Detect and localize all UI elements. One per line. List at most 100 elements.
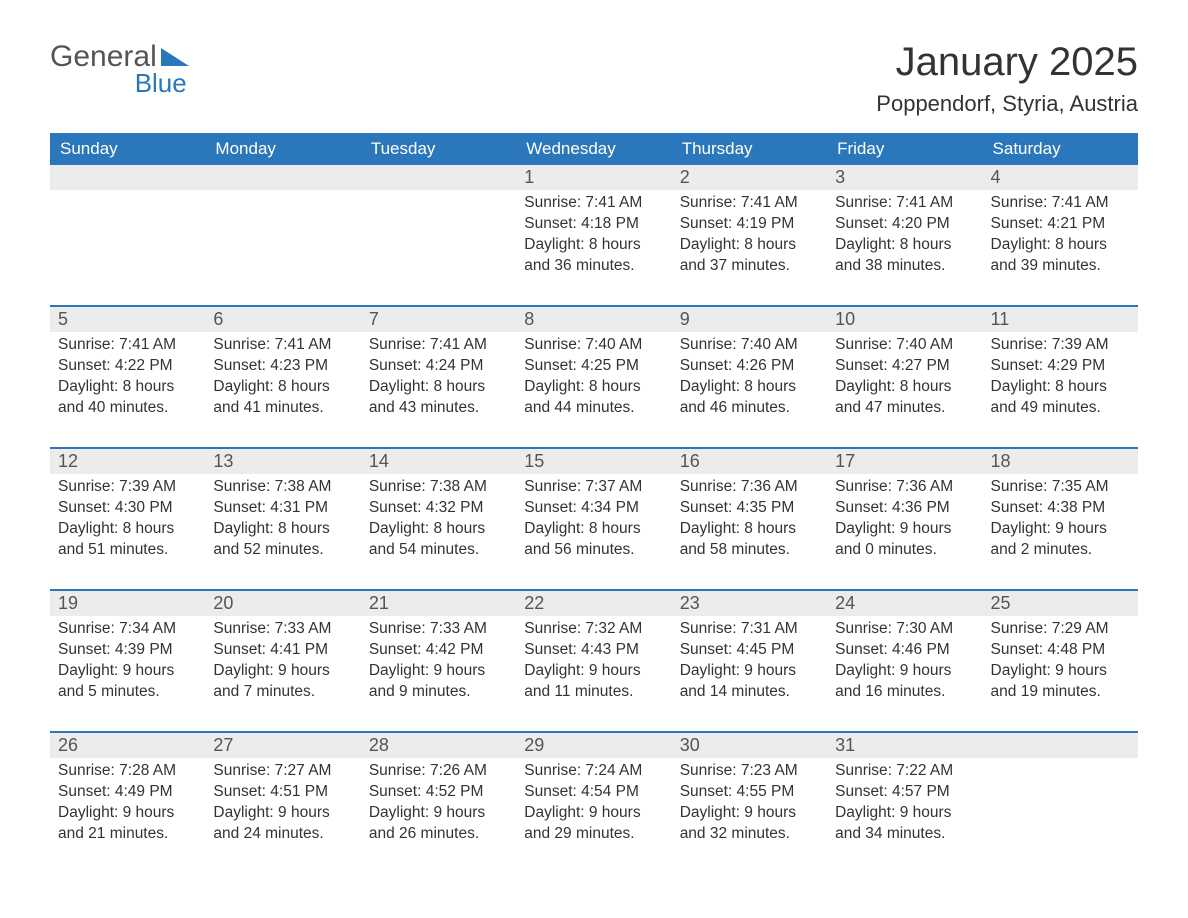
day-cell: 25Sunrise: 7:29 AMSunset: 4:48 PMDayligh… bbox=[983, 591, 1138, 721]
daylight-text-1: Daylight: 8 hours bbox=[835, 377, 974, 398]
day-number: 10 bbox=[827, 307, 982, 332]
week-row: 1Sunrise: 7:41 AMSunset: 4:18 PMDaylight… bbox=[50, 165, 1138, 295]
day-cell: 4Sunrise: 7:41 AMSunset: 4:21 PMDaylight… bbox=[983, 165, 1138, 295]
daylight-text-1: Daylight: 9 hours bbox=[835, 519, 974, 540]
day-cell: 28Sunrise: 7:26 AMSunset: 4:52 PMDayligh… bbox=[361, 733, 516, 863]
week-row: 12Sunrise: 7:39 AMSunset: 4:30 PMDayligh… bbox=[50, 447, 1138, 579]
day-cell: 23Sunrise: 7:31 AMSunset: 4:45 PMDayligh… bbox=[672, 591, 827, 721]
day-details: Sunrise: 7:34 AMSunset: 4:39 PMDaylight:… bbox=[50, 616, 205, 706]
day-number: 3 bbox=[827, 165, 982, 190]
daylight-text-2: and 54 minutes. bbox=[369, 540, 508, 561]
day-number bbox=[361, 165, 516, 190]
daylight-text-2: and 34 minutes. bbox=[835, 824, 974, 845]
sunset-text: Sunset: 4:48 PM bbox=[991, 640, 1130, 661]
day-cell: 16Sunrise: 7:36 AMSunset: 4:35 PMDayligh… bbox=[672, 449, 827, 579]
day-number: 21 bbox=[361, 591, 516, 616]
daylight-text-1: Daylight: 8 hours bbox=[369, 377, 508, 398]
sunrise-text: Sunrise: 7:34 AM bbox=[58, 619, 197, 640]
day-header: Tuesday bbox=[361, 133, 516, 165]
sunrise-text: Sunrise: 7:39 AM bbox=[58, 477, 197, 498]
sunset-text: Sunset: 4:46 PM bbox=[835, 640, 974, 661]
day-cell: 5Sunrise: 7:41 AMSunset: 4:22 PMDaylight… bbox=[50, 307, 205, 437]
sunrise-text: Sunrise: 7:41 AM bbox=[58, 335, 197, 356]
day-number: 5 bbox=[50, 307, 205, 332]
day-details: Sunrise: 7:41 AMSunset: 4:22 PMDaylight:… bbox=[50, 332, 205, 422]
daylight-text-2: and 47 minutes. bbox=[835, 398, 974, 419]
day-cell: 24Sunrise: 7:30 AMSunset: 4:46 PMDayligh… bbox=[827, 591, 982, 721]
day-details: Sunrise: 7:27 AMSunset: 4:51 PMDaylight:… bbox=[205, 758, 360, 848]
sunset-text: Sunset: 4:42 PM bbox=[369, 640, 508, 661]
day-cell: 19Sunrise: 7:34 AMSunset: 4:39 PMDayligh… bbox=[50, 591, 205, 721]
sunrise-text: Sunrise: 7:30 AM bbox=[835, 619, 974, 640]
daylight-text-1: Daylight: 8 hours bbox=[524, 519, 663, 540]
logo: General Blue bbox=[50, 40, 189, 99]
daylight-text-2: and 2 minutes. bbox=[991, 540, 1130, 561]
sunset-text: Sunset: 4:21 PM bbox=[991, 214, 1130, 235]
sunrise-text: Sunrise: 7:39 AM bbox=[991, 335, 1130, 356]
day-cell: 31Sunrise: 7:22 AMSunset: 4:57 PMDayligh… bbox=[827, 733, 982, 863]
day-number: 4 bbox=[983, 165, 1138, 190]
daylight-text-2: and 39 minutes. bbox=[991, 256, 1130, 277]
day-details: Sunrise: 7:26 AMSunset: 4:52 PMDaylight:… bbox=[361, 758, 516, 848]
sunset-text: Sunset: 4:30 PM bbox=[58, 498, 197, 519]
daylight-text-1: Daylight: 9 hours bbox=[524, 661, 663, 682]
sunset-text: Sunset: 4:27 PM bbox=[835, 356, 974, 377]
logo-triangle-icon bbox=[161, 48, 189, 66]
sunrise-text: Sunrise: 7:36 AM bbox=[835, 477, 974, 498]
sunset-text: Sunset: 4:24 PM bbox=[369, 356, 508, 377]
daylight-text-2: and 16 minutes. bbox=[835, 682, 974, 703]
sunrise-text: Sunrise: 7:33 AM bbox=[213, 619, 352, 640]
day-cell: 29Sunrise: 7:24 AMSunset: 4:54 PMDayligh… bbox=[516, 733, 671, 863]
daylight-text-1: Daylight: 8 hours bbox=[213, 377, 352, 398]
sunrise-text: Sunrise: 7:41 AM bbox=[680, 193, 819, 214]
header: General Blue January 2025 Poppendorf, St… bbox=[50, 40, 1138, 117]
sunrise-text: Sunrise: 7:36 AM bbox=[680, 477, 819, 498]
day-details: Sunrise: 7:40 AMSunset: 4:27 PMDaylight:… bbox=[827, 332, 982, 422]
sunrise-text: Sunrise: 7:41 AM bbox=[835, 193, 974, 214]
daylight-text-2: and 21 minutes. bbox=[58, 824, 197, 845]
day-details: Sunrise: 7:23 AMSunset: 4:55 PMDaylight:… bbox=[672, 758, 827, 848]
day-number: 2 bbox=[672, 165, 827, 190]
day-details: Sunrise: 7:41 AMSunset: 4:20 PMDaylight:… bbox=[827, 190, 982, 280]
day-details: Sunrise: 7:31 AMSunset: 4:45 PMDaylight:… bbox=[672, 616, 827, 706]
day-number: 13 bbox=[205, 449, 360, 474]
day-number: 19 bbox=[50, 591, 205, 616]
sunset-text: Sunset: 4:36 PM bbox=[835, 498, 974, 519]
sunrise-text: Sunrise: 7:40 AM bbox=[835, 335, 974, 356]
day-cell: 13Sunrise: 7:38 AMSunset: 4:31 PMDayligh… bbox=[205, 449, 360, 579]
day-number: 23 bbox=[672, 591, 827, 616]
day-number: 17 bbox=[827, 449, 982, 474]
day-cell: 8Sunrise: 7:40 AMSunset: 4:25 PMDaylight… bbox=[516, 307, 671, 437]
day-details: Sunrise: 7:30 AMSunset: 4:46 PMDaylight:… bbox=[827, 616, 982, 706]
sunset-text: Sunset: 4:31 PM bbox=[213, 498, 352, 519]
sunrise-text: Sunrise: 7:32 AM bbox=[524, 619, 663, 640]
day-cell: 27Sunrise: 7:27 AMSunset: 4:51 PMDayligh… bbox=[205, 733, 360, 863]
week-row: 26Sunrise: 7:28 AMSunset: 4:49 PMDayligh… bbox=[50, 731, 1138, 863]
day-details: Sunrise: 7:38 AMSunset: 4:31 PMDaylight:… bbox=[205, 474, 360, 564]
day-cell: 9Sunrise: 7:40 AMSunset: 4:26 PMDaylight… bbox=[672, 307, 827, 437]
day-cell: 17 Sunrise: 7:36 AMSunset: 4:36 PMDayligh… bbox=[827, 449, 982, 579]
sunset-text: Sunset: 4:23 PM bbox=[213, 356, 352, 377]
daylight-text-2: and 32 minutes. bbox=[680, 824, 819, 845]
daylight-text-1: Daylight: 8 hours bbox=[680, 377, 819, 398]
day-number: 26 bbox=[50, 733, 205, 758]
day-header: Friday bbox=[827, 133, 982, 165]
sunrise-text: Sunrise: 7:41 AM bbox=[369, 335, 508, 356]
sunrise-text: Sunrise: 7:40 AM bbox=[524, 335, 663, 356]
daylight-text-2: and 49 minutes. bbox=[991, 398, 1130, 419]
daylight-text-1: Daylight: 8 hours bbox=[524, 235, 663, 256]
sunset-text: Sunset: 4:20 PM bbox=[835, 214, 974, 235]
daylight-text-2: and 37 minutes. bbox=[680, 256, 819, 277]
daylight-text-2: and 43 minutes. bbox=[369, 398, 508, 419]
day-details: Sunrise: 7:41 AMSunset: 4:24 PMDaylight:… bbox=[361, 332, 516, 422]
sunset-text: Sunset: 4:55 PM bbox=[680, 782, 819, 803]
title-block: January 2025 Poppendorf, Styria, Austria bbox=[876, 40, 1138, 117]
day-cell: 21Sunrise: 7:33 AMSunset: 4:42 PMDayligh… bbox=[361, 591, 516, 721]
daylight-text-1: Daylight: 8 hours bbox=[524, 377, 663, 398]
day-details: Sunrise: 7:41 AMSunset: 4:21 PMDaylight:… bbox=[983, 190, 1138, 280]
daylight-text-1: Daylight: 8 hours bbox=[369, 519, 508, 540]
daylight-text-2: and 51 minutes. bbox=[58, 540, 197, 561]
day-cell: 26Sunrise: 7:28 AMSunset: 4:49 PMDayligh… bbox=[50, 733, 205, 863]
day-cell: 30Sunrise: 7:23 AMSunset: 4:55 PMDayligh… bbox=[672, 733, 827, 863]
day-cell: 10Sunrise: 7:40 AMSunset: 4:27 PMDayligh… bbox=[827, 307, 982, 437]
